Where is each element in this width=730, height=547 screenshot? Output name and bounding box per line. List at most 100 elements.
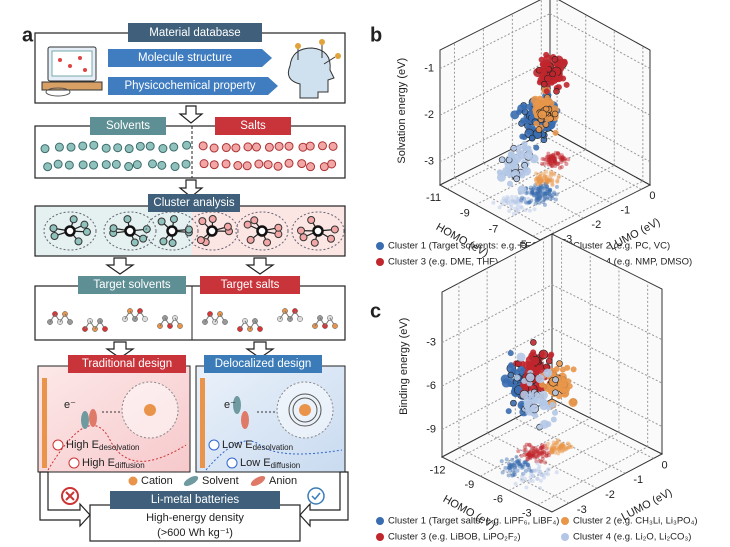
- shadow-point: [544, 196, 549, 201]
- shadow-point: [545, 184, 550, 189]
- shadow-point: [561, 443, 566, 448]
- solvent-dot: [124, 162, 134, 172]
- shadow-point: [527, 443, 532, 448]
- electrode: [47, 424, 187, 471]
- shadow-point: [513, 206, 518, 211]
- scatter-point: [530, 349, 537, 356]
- shadow-point: [560, 444, 565, 449]
- input-banner: [108, 49, 272, 67]
- shadow-point: [526, 467, 531, 472]
- scatter-point: [530, 95, 540, 105]
- solvent-dot: [66, 142, 76, 152]
- legend-swatch: [561, 517, 569, 525]
- header-box: [128, 23, 262, 42]
- shadow-point: [535, 189, 540, 194]
- shadow-point: [551, 152, 556, 157]
- z-tick-label: -9: [426, 423, 436, 435]
- shadow-point: [544, 177, 549, 182]
- shadow-point: [509, 462, 514, 467]
- shadow-point: [522, 460, 527, 465]
- flow-arrow: [299, 471, 349, 528]
- shadow-point: [528, 185, 533, 190]
- scatter-point: [553, 88, 560, 95]
- shadow-point: [543, 194, 548, 199]
- shadow-point: [527, 453, 532, 458]
- shadow-point: [538, 452, 543, 457]
- grid-line: [532, 180, 644, 237]
- shadow-point: [549, 162, 554, 167]
- shadow-point: [533, 445, 538, 450]
- legend-label: Cluster 4 (e.g. NMP, DMSO): [573, 257, 692, 268]
- shadow-point: [544, 178, 549, 183]
- shadow-point: [520, 465, 525, 470]
- shadow-point: [544, 453, 549, 458]
- shadow-point: [545, 178, 550, 183]
- shadow-point: [538, 183, 543, 188]
- scatter-point: [528, 134, 536, 142]
- shadow-point: [562, 157, 567, 162]
- energy-main: Low E: [240, 457, 271, 469]
- lumo-tick-label: -3: [562, 234, 572, 246]
- shadow-point: [519, 198, 524, 203]
- shadow-point: [522, 444, 527, 449]
- shadow-point: [529, 198, 534, 203]
- shadow-point: [550, 153, 555, 158]
- legend-swatch: [376, 517, 384, 525]
- lumo-tick-label: -3: [577, 504, 587, 516]
- shadow-point: [543, 192, 548, 197]
- shadow-point: [534, 454, 539, 459]
- scatter-point: [543, 88, 550, 95]
- shadow-point: [512, 466, 517, 471]
- shadow-point: [551, 155, 556, 160]
- shadow-point: [531, 474, 536, 479]
- grid-line: [483, 162, 584, 219]
- shadow-point: [543, 174, 548, 179]
- shadow-point: [535, 476, 540, 481]
- legend-swatch: [250, 475, 266, 487]
- shadow-point: [542, 450, 547, 455]
- shadow-point: [544, 169, 549, 174]
- cluster-node: [208, 215, 217, 224]
- shadow-point: [537, 464, 542, 469]
- cluster-node: [80, 220, 89, 229]
- scatter-point: [507, 350, 514, 357]
- shadow-point: [555, 441, 560, 446]
- cluster-node: [123, 215, 132, 224]
- shadow-point: [553, 447, 558, 452]
- solvent-dot: [101, 143, 111, 153]
- shadow-point: [513, 465, 518, 470]
- shadow-point: [499, 459, 504, 464]
- shadow-point: [522, 471, 527, 476]
- shadow-point: [507, 208, 512, 213]
- legend-label: Cluster 3 (e.g. DME, THF): [388, 257, 498, 268]
- z-tick-label: -2: [424, 109, 434, 121]
- shadow-point: [518, 196, 523, 201]
- shadow-point: [560, 155, 565, 160]
- scatter-point: [501, 378, 511, 388]
- shadow-point: [556, 151, 561, 156]
- shadow-point: [537, 196, 542, 201]
- legend-swatch: [128, 476, 138, 486]
- solvent-dot: [157, 160, 167, 170]
- shadow-point: [560, 449, 565, 454]
- shadow-point: [552, 158, 557, 163]
- shadow-point: [530, 190, 535, 195]
- legend-label: Cluster 3 (e.g. LiBOB, LiPO₂F₂): [388, 532, 521, 543]
- cluster-node: [82, 227, 91, 236]
- homo-tick-label: -9: [464, 479, 474, 491]
- salt-dot: [243, 142, 253, 152]
- shadow-point: [536, 177, 541, 182]
- x-icon: [52, 439, 64, 451]
- x-icon: [68, 457, 80, 469]
- cluster-node: [297, 226, 306, 235]
- grid-line: [549, 13, 651, 70]
- shadow-point: [506, 200, 511, 205]
- legend-label: Anion: [269, 475, 297, 487]
- shadow-point: [532, 192, 537, 197]
- shadow-point: [517, 464, 522, 469]
- homo-tick-label: -9: [460, 208, 470, 220]
- shadow-point: [526, 462, 531, 467]
- shadow-point: [538, 183, 543, 188]
- salt-dot: [319, 162, 329, 172]
- shadow-point: [508, 465, 513, 470]
